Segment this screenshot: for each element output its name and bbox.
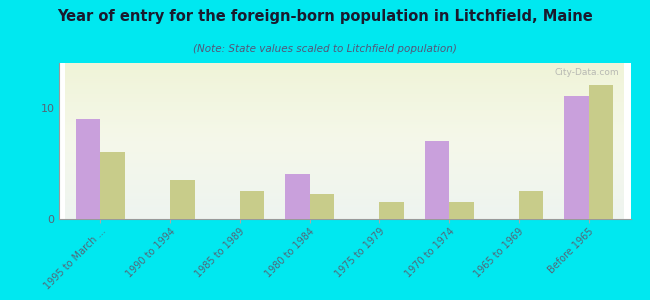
Bar <box>424 141 449 219</box>
Bar <box>564 96 589 219</box>
Bar <box>285 174 309 219</box>
Text: Year of entry for the foreign-born population in Litchfield, Maine: Year of entry for the foreign-born popul… <box>57 9 593 24</box>
Bar <box>309 194 334 219</box>
Text: (Note: State values scaled to Litchfield population): (Note: State values scaled to Litchfield… <box>193 44 457 53</box>
Bar <box>519 191 543 219</box>
Bar <box>240 191 265 219</box>
Bar <box>76 119 100 219</box>
Bar <box>589 85 613 219</box>
Bar <box>449 202 474 219</box>
Bar <box>170 180 194 219</box>
Bar <box>380 202 404 219</box>
Text: City-Data.com: City-Data.com <box>554 68 619 77</box>
Bar <box>100 152 125 219</box>
